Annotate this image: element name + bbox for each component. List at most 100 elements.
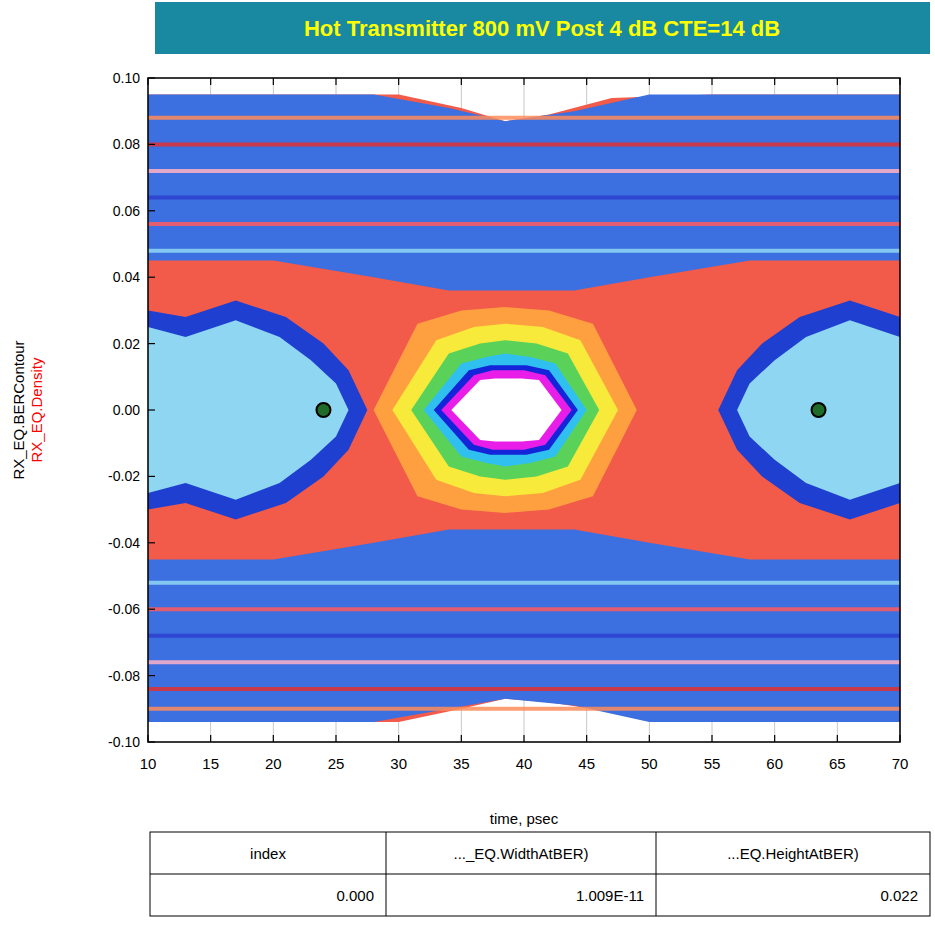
density-region [148, 95, 900, 291]
y-tick [148, 409, 155, 410]
density-stripe [148, 116, 900, 120]
grid-line [148, 144, 900, 145]
density-region [392, 324, 618, 497]
x-tick-label: 70 [892, 755, 909, 772]
y-tick-label: 0.08 [113, 136, 140, 152]
density-dot [812, 403, 826, 417]
grid-line [148, 609, 900, 610]
y-tick-label: -0.02 [108, 468, 140, 484]
y-tick [148, 476, 155, 477]
x-tick [774, 78, 775, 85]
y-tick [148, 343, 155, 344]
x-tick-label: 15 [202, 755, 219, 772]
density-stripe [148, 607, 900, 611]
y-tick [148, 144, 155, 145]
x-tick-label: 10 [140, 755, 157, 772]
y-axis-title: RX_EQ.Density [28, 357, 45, 463]
y-tick-label: 0.02 [113, 336, 140, 352]
x-tick [147, 735, 148, 742]
y-tick-label: 0.00 [113, 402, 140, 418]
density-region [434, 365, 578, 455]
y-tick [148, 741, 155, 742]
y-tick-label: 0.10 [113, 70, 140, 86]
y-tick [148, 77, 155, 78]
y-tick [148, 675, 155, 676]
x-tick [837, 78, 838, 85]
x-tick-label: 20 [265, 755, 282, 772]
plot-frame [148, 78, 900, 742]
density-stripe [148, 707, 900, 711]
y-tick-label: 0.06 [113, 203, 140, 219]
density-stripe [148, 581, 900, 585]
table-border [150, 832, 930, 916]
y-tick [148, 542, 155, 543]
density-region [148, 530, 900, 723]
table-header: ...EQ.HeightAtBER) [727, 845, 859, 862]
eye-diagram: Hot Transmitter 800 mV Post 4 dB CTE=14 … [0, 0, 935, 945]
y-tick-label: -0.10 [108, 734, 140, 750]
x-tick [523, 78, 524, 85]
x-tick-label: 40 [516, 755, 533, 772]
x-tick [461, 735, 462, 742]
table-rule [656, 832, 657, 916]
data-layer [148, 95, 900, 722]
density-region [148, 300, 367, 519]
y-tick-label: -0.08 [108, 668, 140, 684]
table-cell: 0.000 [336, 887, 374, 904]
x-tick [899, 78, 900, 85]
result-table: index ..._EQ.WidthAtBER) ...EQ.HeightAtBER… [150, 832, 930, 916]
density-region [424, 354, 587, 467]
density-stripe [148, 142, 900, 146]
x-tick [774, 735, 775, 742]
x-tick [899, 735, 900, 742]
x-tick [273, 735, 274, 742]
axes: 101520253035404550556065700.100.080.060.… [108, 70, 908, 772]
density-stripe [148, 222, 900, 226]
table-header: ..._EQ.WidthAtBER) [453, 845, 588, 862]
density-stripe [148, 169, 900, 173]
y-tick [148, 609, 155, 610]
x-tick [649, 735, 650, 742]
table-cell: 0.022 [880, 887, 918, 904]
density-stripe [148, 687, 900, 691]
table-header: index [250, 845, 286, 862]
x-tick-label: 25 [328, 755, 345, 772]
density-region [451, 378, 561, 441]
title-box [155, 2, 930, 54]
x-tick-label: 30 [390, 755, 407, 772]
x-axis-title: time, psec [490, 810, 559, 827]
x-tick-label: 55 [704, 755, 721, 772]
x-tick [147, 78, 148, 85]
table-cell: 1.009E-11 [576, 887, 644, 904]
x-tick [335, 78, 336, 85]
density-dot [316, 403, 330, 417]
x-tick [210, 78, 211, 85]
x-tick [711, 735, 712, 742]
density-stripe [148, 634, 900, 638]
x-tick [210, 735, 211, 742]
density-region [737, 320, 900, 499]
x-tick [649, 78, 650, 85]
x-tick-label: 60 [766, 755, 783, 772]
x-tick [586, 78, 587, 85]
x-tick [461, 78, 462, 85]
y-tick-label: 0.04 [113, 269, 140, 285]
y-axis-title: RX_EQ.BERContour [10, 340, 27, 479]
y-tick [148, 277, 155, 278]
density-region [411, 340, 599, 479]
x-tick [335, 735, 336, 742]
x-tick [398, 78, 399, 85]
table-rule [150, 874, 930, 875]
density-stripe [148, 196, 900, 200]
x-tick [523, 735, 524, 742]
x-tick [711, 78, 712, 85]
x-tick [398, 735, 399, 742]
x-tick-label: 35 [453, 755, 470, 772]
density-region [148, 320, 349, 499]
density-region [441, 370, 571, 450]
y-tick-label: -0.06 [108, 601, 140, 617]
density-region [374, 307, 637, 513]
density-stripe [148, 660, 900, 664]
x-tick-label: 50 [641, 755, 658, 772]
x-tick-label: 65 [829, 755, 846, 772]
